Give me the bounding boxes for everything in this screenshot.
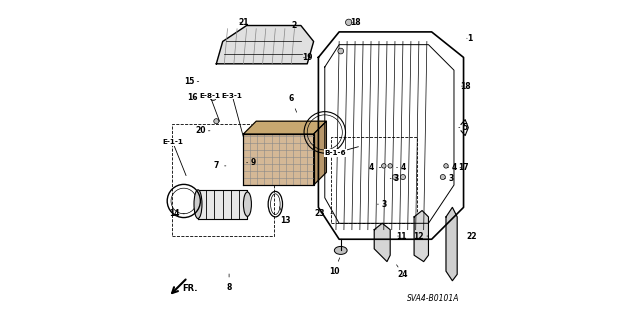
Polygon shape (243, 121, 326, 134)
Text: 16: 16 (187, 93, 202, 102)
Text: 18: 18 (460, 82, 470, 91)
Polygon shape (314, 121, 326, 185)
Bar (172, 124, 274, 236)
Text: 17: 17 (458, 163, 469, 172)
Text: 1: 1 (467, 34, 472, 43)
Ellipse shape (243, 192, 252, 216)
Text: E-1-1: E-1-1 (162, 139, 183, 145)
Text: 5: 5 (459, 123, 468, 132)
Circle shape (444, 164, 448, 168)
Ellipse shape (334, 247, 347, 255)
Text: 11: 11 (396, 232, 406, 241)
Text: 2: 2 (288, 21, 297, 30)
Polygon shape (216, 26, 314, 64)
Text: 10: 10 (329, 258, 340, 276)
Text: 12: 12 (413, 232, 428, 241)
Text: 13: 13 (280, 207, 290, 225)
Circle shape (392, 174, 397, 180)
Circle shape (210, 94, 216, 100)
Text: 14: 14 (170, 209, 184, 218)
Text: B-1-6: B-1-6 (324, 150, 346, 156)
Text: 9: 9 (246, 158, 255, 167)
Polygon shape (446, 207, 457, 281)
Text: 18: 18 (350, 18, 360, 27)
Circle shape (381, 164, 386, 168)
Text: 3: 3 (444, 174, 453, 183)
Circle shape (401, 174, 406, 180)
Text: 23: 23 (315, 209, 333, 218)
Text: 3: 3 (378, 200, 387, 209)
Text: 4: 4 (369, 163, 381, 172)
Text: 7: 7 (214, 161, 226, 170)
Text: 8: 8 (227, 274, 232, 292)
Circle shape (214, 119, 219, 124)
Bar (331, 137, 417, 223)
Bar (243, 134, 314, 185)
Text: 4: 4 (447, 163, 456, 172)
Text: 15: 15 (184, 77, 199, 86)
Text: 21: 21 (238, 18, 249, 27)
Text: 20: 20 (195, 126, 210, 135)
Polygon shape (414, 211, 428, 262)
Polygon shape (374, 223, 390, 262)
Circle shape (388, 164, 392, 168)
Text: 19: 19 (302, 53, 312, 62)
Text: FR.: FR. (182, 284, 198, 293)
Text: 4: 4 (397, 163, 406, 172)
Text: SVA4-B0101A: SVA4-B0101A (407, 294, 460, 303)
Circle shape (346, 19, 352, 26)
Text: 22: 22 (467, 232, 477, 241)
Text: 3: 3 (390, 174, 399, 183)
Text: 24: 24 (397, 265, 408, 279)
Text: E-8-1: E-8-1 (200, 93, 220, 99)
Ellipse shape (194, 190, 202, 219)
Text: 6: 6 (289, 94, 296, 112)
Circle shape (338, 48, 344, 54)
Text: E-3-1: E-3-1 (222, 93, 243, 99)
Circle shape (440, 174, 445, 180)
